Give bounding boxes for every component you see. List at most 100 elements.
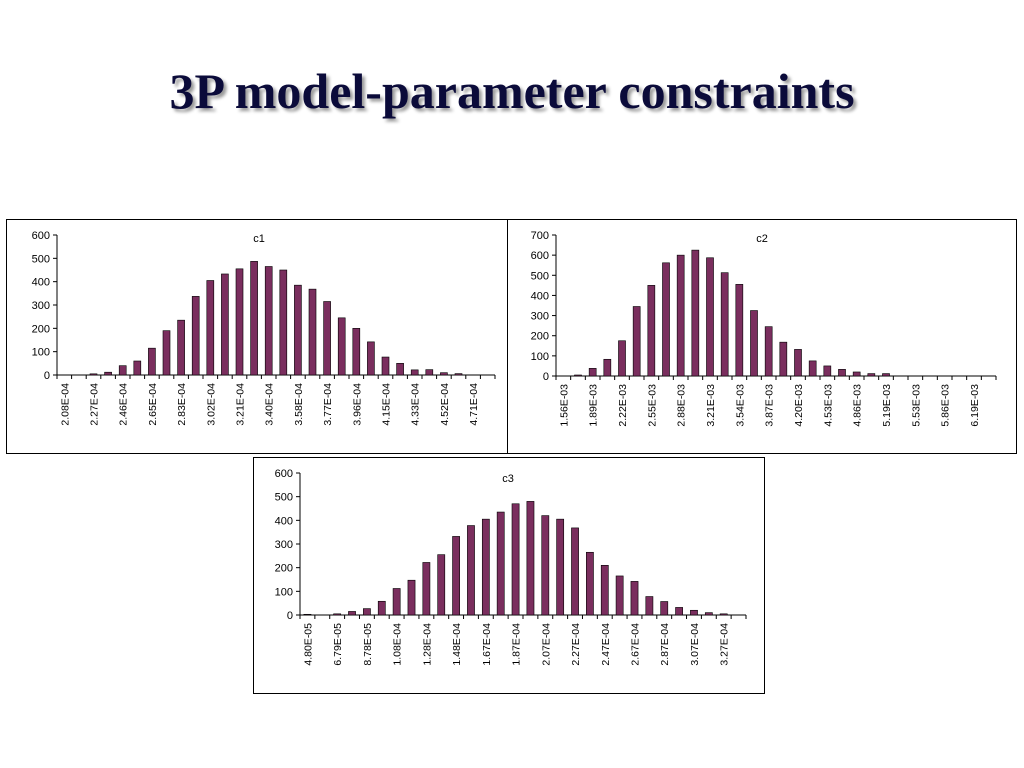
x-tick-label: 4.15E-04 <box>381 383 393 426</box>
bar <box>191 296 200 376</box>
bar <box>279 269 288 376</box>
y-tick-label: 600 <box>275 468 293 480</box>
bar <box>367 341 375 376</box>
bar <box>363 608 371 616</box>
x-tick-label: 2.22E-03 <box>617 384 629 427</box>
bar <box>407 579 416 616</box>
page-title: 3P model-parameter constraints <box>169 63 855 119</box>
x-tick-label: 3.87E-03 <box>764 384 776 427</box>
bar <box>691 249 700 377</box>
bar <box>690 609 698 616</box>
bar <box>377 600 386 616</box>
bar <box>294 284 302 376</box>
y-tick-label: 0 <box>44 370 50 382</box>
y-tick-label: 200 <box>531 331 549 343</box>
bar <box>410 369 419 376</box>
chart-c3-svg: c3 0 100 200 300 400 500 600 4.80E-05 6.79E-05 8.7… <box>275 468 747 666</box>
x-tick-label: 8.78E-05 <box>362 623 374 666</box>
bar <box>632 306 641 377</box>
x-tick-label: 4.86E-03 <box>852 384 864 427</box>
x-tick-label: 4.53E-03 <box>822 384 834 427</box>
bar <box>337 317 346 376</box>
bar <box>676 254 685 377</box>
y-tick-label: 400 <box>531 290 549 302</box>
x-tick-label: 1.28E-04 <box>421 623 433 666</box>
y-tick-label: 100 <box>275 586 293 598</box>
x-tick-label: 3.21E-03 <box>705 384 717 427</box>
bar <box>704 612 713 616</box>
x-tick-label: 3.96E-04 <box>351 383 363 426</box>
bar <box>808 360 817 377</box>
x-tick-label: 2.88E-03 <box>676 384 688 427</box>
y-tick-label: 100 <box>32 347 50 359</box>
bar <box>162 330 171 376</box>
bar <box>603 358 612 377</box>
bar <box>852 371 861 377</box>
x-tick-label: 2.67E-04 <box>630 623 642 666</box>
bar <box>720 272 729 377</box>
x-tick-label: 5.53E-03 <box>910 384 922 427</box>
x-tick-label: 2.27E-04 <box>570 623 582 666</box>
y-tick-label: 500 <box>32 253 50 265</box>
x-tick-label: 2.27E-04 <box>89 383 101 426</box>
bar <box>750 310 758 377</box>
bar <box>719 613 728 616</box>
x-tick-label: 3.40E-04 <box>264 383 276 426</box>
bar <box>348 611 356 616</box>
x-tick-label: 4.80E-05 <box>302 623 314 666</box>
bar <box>541 515 550 616</box>
bar <box>206 280 215 376</box>
bar <box>308 288 317 376</box>
bar <box>454 373 463 376</box>
x-tick-label: 2.07E-04 <box>540 623 552 666</box>
bar <box>381 356 390 376</box>
bar <box>422 562 431 616</box>
y-tick-label: 500 <box>531 270 549 282</box>
bar <box>660 601 669 616</box>
x-tick-label: 1.48E-04 <box>451 623 463 666</box>
y-tick-label: 700 <box>531 230 549 242</box>
y-tick-label: 0 <box>543 371 549 383</box>
x-tick-label: 5.86E-03 <box>940 384 952 427</box>
bar <box>481 518 490 616</box>
chart-c3: c3 0 100 200 300 400 500 600 4.80E-05 6.79E-05 8.7… <box>253 457 765 694</box>
x-tick-label: 2.46E-04 <box>118 383 130 426</box>
y-tick-label: 200 <box>32 323 50 335</box>
bar <box>615 575 624 616</box>
y-tick-label: 500 <box>275 492 293 504</box>
bar <box>452 536 460 616</box>
bar <box>588 368 597 377</box>
x-tick-label: 2.47E-04 <box>600 623 612 666</box>
bar <box>794 349 802 377</box>
bar <box>264 266 273 376</box>
bar <box>823 365 832 377</box>
bar <box>440 372 448 376</box>
x-tick-label: 1.08E-04 <box>392 623 404 666</box>
chart-title: c3 <box>502 473 514 485</box>
x-tick-label: 3.54E-03 <box>734 384 746 427</box>
bar <box>867 373 876 377</box>
bar <box>392 588 401 616</box>
x-tick-label: 6.19E-03 <box>969 384 981 427</box>
bar <box>526 501 535 616</box>
x-tick-label: 3.58E-04 <box>293 383 305 426</box>
bar <box>600 565 609 616</box>
x-tick-label: 3.07E-04 <box>689 623 701 666</box>
x-tick-label: 4.20E-03 <box>793 384 805 427</box>
x-tick-label: 2.83E-04 <box>176 383 188 426</box>
x-tick-label: 1.67E-04 <box>481 623 493 666</box>
x-tick-label: 2.08E-04 <box>59 383 71 426</box>
x-tick-label: 2.87E-04 <box>659 623 671 666</box>
chart-title: c1 <box>253 233 265 245</box>
bar <box>89 373 98 376</box>
y-tick-label: 300 <box>531 311 549 323</box>
x-tick-label: 3.02E-04 <box>205 383 217 426</box>
bar <box>511 503 520 616</box>
x-tick-label: 2.55E-03 <box>646 384 658 427</box>
bar <box>706 257 714 377</box>
x-tick-label: 1.89E-03 <box>588 384 600 427</box>
chart-c1: c1 0 100 200 300 400 500 600 2.08E-04 2.27E-04 2.4… <box>6 219 508 454</box>
x-tick-label: 1.56E-03 <box>558 384 570 427</box>
bar <box>586 551 594 616</box>
bar <box>148 347 156 376</box>
